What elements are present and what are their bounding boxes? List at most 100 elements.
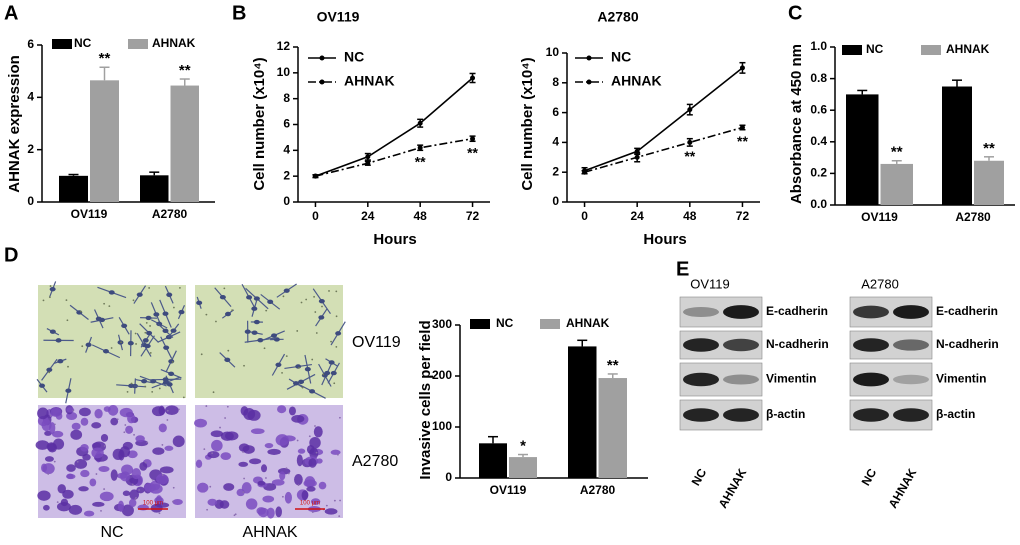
y-tick-label: 0.0 [810,197,827,211]
legend-swatch [52,39,72,49]
legend-label: NC [344,49,364,65]
y-tick-label: 6 [283,117,290,131]
cell [162,311,169,316]
cell [120,471,131,482]
legend-label: NC [74,36,92,50]
pore [215,320,217,323]
band-label: E-cadherin [766,304,828,318]
pore [158,512,161,515]
band [723,338,759,352]
significance: ** [415,153,426,169]
cell [303,479,317,488]
y-tick-label: 1.0 [810,39,827,53]
lane-label: NC [859,466,880,488]
pore [120,341,123,344]
pore [325,504,328,507]
pore [281,495,284,498]
pore [335,346,338,348]
cell [318,298,325,304]
cell [62,489,74,499]
significance: ** [467,144,478,160]
cell [256,507,266,515]
pore [203,448,206,451]
x-tick-label: A2780 [152,207,188,221]
cell [238,443,250,452]
pore [311,511,314,514]
cell [80,469,90,478]
pore [243,364,245,367]
pore [103,488,106,490]
cell [135,435,145,443]
x-tick-label: OV119 [861,210,898,224]
cell [251,330,258,335]
pore [166,409,169,412]
y-tick-label: 0 [283,194,290,208]
marker [739,125,745,130]
pore [223,287,226,290]
cell [89,478,97,487]
cell [154,496,164,505]
pore [209,485,212,488]
pore [285,355,288,358]
band [853,372,889,387]
marker [365,154,371,160]
pore [131,483,134,486]
panel-label: D [4,244,18,266]
cell [238,461,249,467]
cell [283,288,290,293]
cell [172,435,185,448]
pore [335,315,338,318]
marker [687,107,693,113]
row-label: A2780 [352,453,398,470]
pore [265,477,267,479]
lane-label: NC [689,466,710,488]
bar [598,378,627,478]
pore [158,387,161,390]
pore [103,445,106,447]
pore [151,390,154,393]
y-tick-label: 0.4 [810,134,827,148]
y-tick-label: 0.6 [810,102,827,116]
y-tick-label: 0.2 [810,166,827,180]
cell [121,323,128,329]
pore [265,309,268,312]
legend-swatch [921,45,941,55]
cell [122,490,131,497]
cell [71,422,81,431]
x-tick-label: A2780 [955,210,991,224]
pore [243,477,246,480]
cell [159,466,174,474]
cell [91,447,104,459]
cell [262,495,275,503]
cell [60,498,69,507]
cell [225,431,239,441]
cell [195,459,203,468]
cell [223,483,235,491]
pore [182,396,185,399]
cell [107,405,119,416]
cell [277,405,287,414]
x-tick-label: 72 [466,209,480,223]
cell [197,482,209,493]
cell [210,430,224,438]
cell [318,315,325,320]
significance: ** [179,62,191,79]
y-tick-label: 10 [546,45,560,59]
pore [296,439,299,442]
panel-label: B [232,2,246,24]
pore [177,408,180,411]
pore [108,305,111,308]
cell [83,510,95,517]
pore [314,311,317,313]
cell [168,359,175,364]
band [893,305,929,319]
cell [267,448,281,455]
pore [135,496,137,499]
y-axis-label: Cell number (x10⁴) [251,57,268,190]
y-tick-label: 2 [283,168,290,182]
cell [166,292,173,297]
y-tick-label: 200 [432,368,452,382]
cell [37,407,49,420]
cell [110,417,119,426]
